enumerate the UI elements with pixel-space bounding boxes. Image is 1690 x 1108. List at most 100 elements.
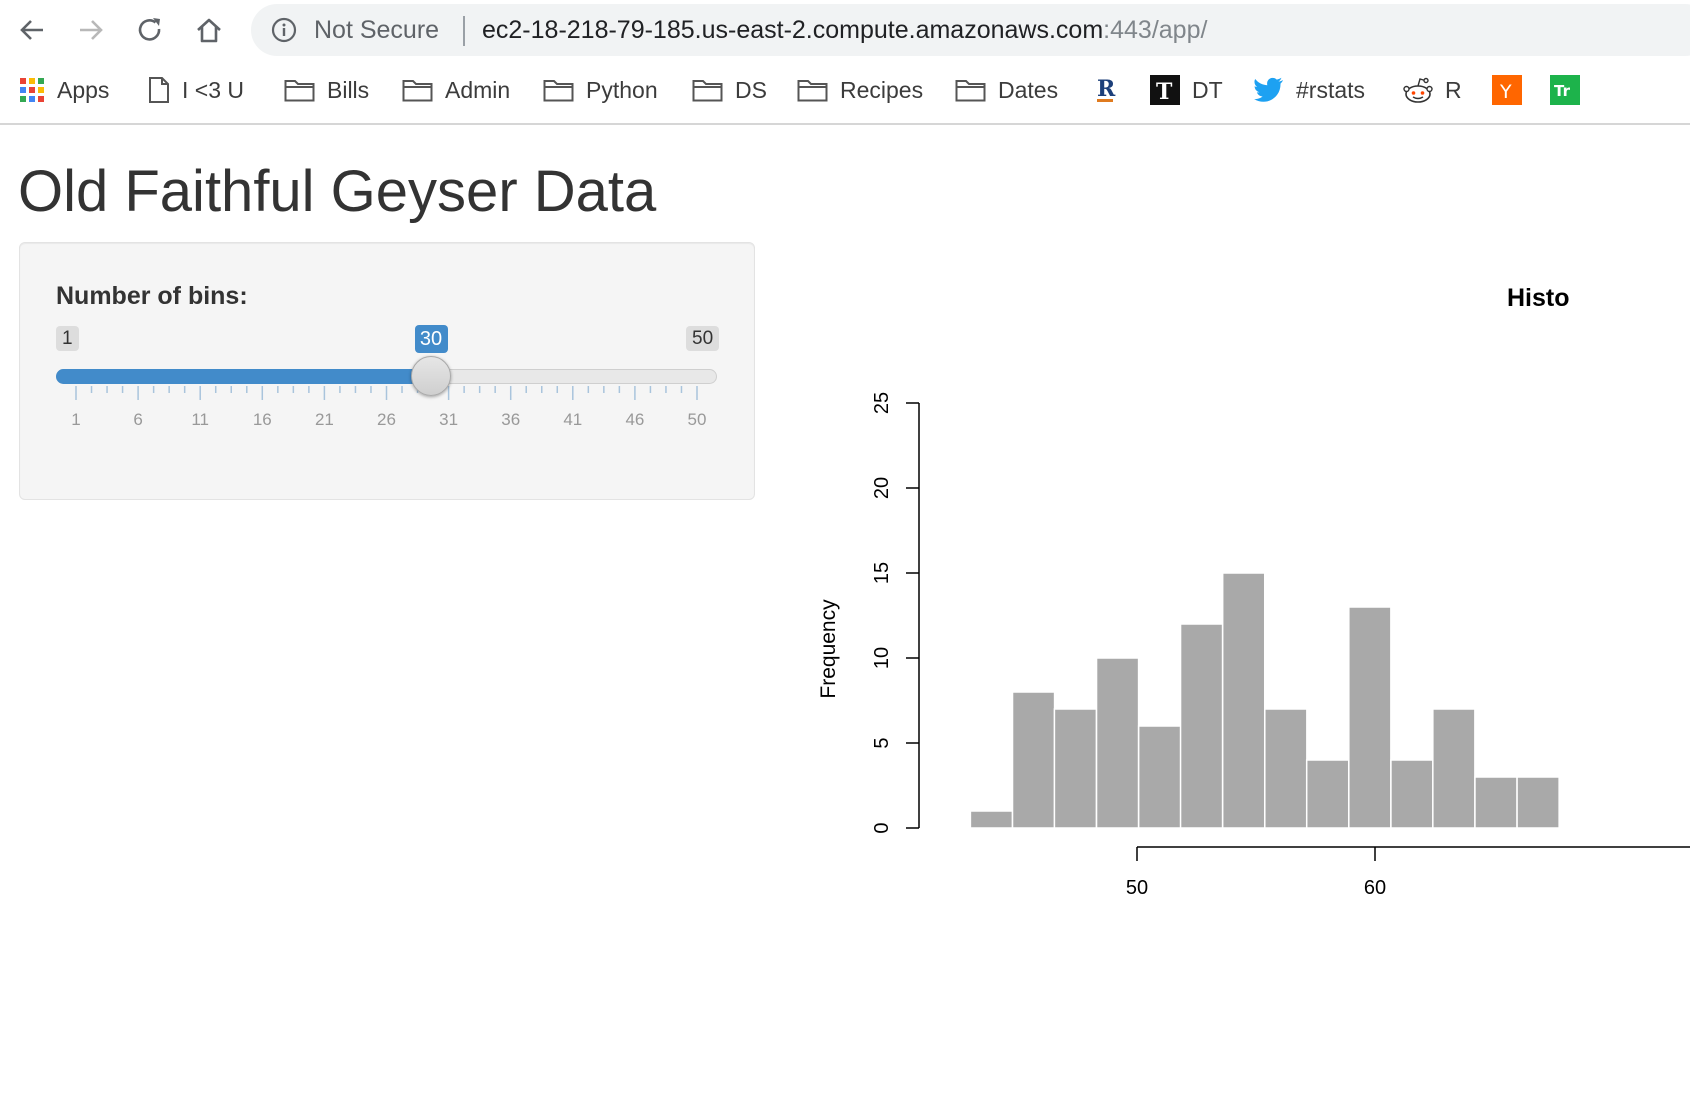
histogram-bar [1221,572,1266,829]
slider-tick-label: 21 [315,410,334,429]
slider-min-badge: 1 [56,326,79,351]
bookmark-bills[interactable]: Bills [284,74,369,106]
histogram-bar [969,810,1014,829]
bookmark-hacker-news[interactable]: Y [1492,74,1522,106]
slider-tick-label: 50 [688,410,707,429]
folder-icon [543,80,574,102]
bookmark-ds[interactable]: DS [692,74,767,106]
slider-tick-label: 16 [253,410,272,429]
histogram-bar [1305,759,1350,829]
bookmark-green-site[interactable]: Tr [1550,74,1580,106]
url-host: ec2-18-218-79-185.us-east-2.compute.amaz… [482,16,1104,44]
slider-max-badge: 50 [686,326,720,351]
hacker-news-icon: Y [1492,75,1522,105]
bookmark-rstats[interactable]: #rstats [1254,74,1365,106]
y-tick-label: 10 [871,647,893,669]
slider-tick-label: 11 [191,410,209,429]
url-text[interactable]: ec2-18-218-79-185.us-east-2.compute.amaz… [482,17,1207,43]
y-tick-label: 5 [871,737,893,748]
bookmark-r-bloggers[interactable]: R [1093,74,1119,106]
bookmark-recipes[interactable]: Recipes [797,74,923,106]
histogram-bar [1264,708,1308,829]
histogram-bar [1516,776,1560,829]
folder-icon [284,80,315,102]
svg-text:R: R [1097,76,1116,102]
histogram-bar [1348,606,1392,829]
folder-icon [692,80,723,102]
page-title: Old Faithful Geyser Data [18,159,657,224]
histogram-bar [1095,657,1140,829]
svg-text:T: T [1156,79,1173,105]
bookmark-label: #rstats [1296,76,1366,103]
x-tick-label: 60 [1364,877,1386,899]
bookmark-label: R [1445,76,1462,103]
address-bar[interactable]: Not Secure ec2-18-218-79-185.us-east-2.c… [251,4,1690,56]
y-tick-label: 15 [871,562,893,584]
browser-toolbar: Not Secure ec2-18-218-79-185.us-east-2.c… [0,0,1690,60]
home-icon [197,18,221,43]
bookmark-dt[interactable]: T DT [1150,74,1223,106]
slider-grid: 1 6 11 16 21 26 31 36 41 46 50 [71,386,707,429]
y-tick-label: 20 [871,477,893,499]
slider-label: Number of bins: [56,282,248,310]
reload-icon [138,18,161,41]
reddit-alien-icon [1403,77,1433,103]
histogram-bar [1390,759,1434,829]
bookmark-label: DT [1192,76,1223,103]
histogram-chart: Histo Frequency 0 5 10 15 20 25 50 60 [817,284,1690,899]
slider-tick-label: 1 [71,410,80,429]
slider-tick-label: 46 [625,410,644,429]
bookmark-label: I <3 U [182,76,245,103]
folder-icon [797,80,828,102]
slider-track-fill[interactable] [56,369,431,384]
back-button[interactable] [14,12,50,48]
security-label[interactable]: Not Secure [314,16,440,44]
info-icon[interactable] [271,17,297,43]
slider-tick-label: 26 [377,410,396,429]
histogram-bar [1137,725,1182,829]
slider-tick-label: 31 [439,410,458,429]
twitter-bird-icon [1254,77,1283,102]
histogram-bar [1053,708,1098,829]
svg-text:Tr: Tr [1554,82,1571,100]
folder-icon [955,80,986,102]
histogram-bar [1011,691,1056,829]
bookmark-label: Apps [57,76,110,103]
bookmark-label: Admin [445,76,511,103]
bookmark-i-love-u[interactable]: I <3 U [148,74,244,106]
y-tick-label: 25 [871,392,893,414]
bookmark-label: Dates [998,76,1059,103]
bookmark-label: Bills [327,76,370,103]
svg-text:Y: Y [1499,81,1512,103]
bookmark-r-reddit[interactable]: R [1403,74,1462,106]
bookmark-label: Recipes [840,76,924,103]
reload-button[interactable] [132,12,168,48]
slider-value-badge: 30 [414,325,448,353]
home-button[interactable] [191,12,227,48]
folder-icon [402,80,433,102]
slider-handle[interactable] [410,356,451,396]
address-divider [463,16,465,46]
green-site-icon: Tr [1550,75,1580,105]
histogram-bar [1432,708,1476,829]
histogram-bar [1179,623,1224,829]
slider-tick-label: 41 [563,410,582,429]
slider-tick-label: 36 [501,410,520,429]
plot-layer: 0 5 10 15 20 25 50 60 [871,392,1690,899]
r-bloggers-icon: R [1097,76,1116,102]
page-icon [149,77,169,103]
bookmark-admin[interactable]: Admin [402,74,510,106]
y-axis-label: Frequency [817,599,840,699]
arrow-left-icon [20,20,43,40]
bookmark-apps[interactable]: Apps [19,74,109,106]
bookmark-dates[interactable]: Dates [955,74,1058,106]
bookmark-python[interactable]: Python [543,74,658,106]
apps-grid-icon [20,78,44,102]
x-tick-label: 50 [1126,877,1148,899]
forward-button[interactable] [73,12,109,48]
t-logo-icon: T [1150,75,1180,105]
chart-title: Histo [1507,284,1570,312]
url-path: :443/app/ [1103,16,1208,44]
slider-tick-label: 6 [133,410,142,429]
bookmark-label: DS [735,76,767,103]
